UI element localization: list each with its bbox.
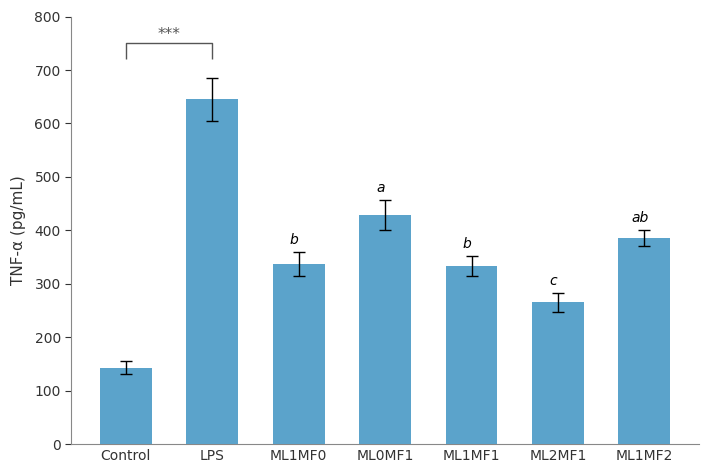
Bar xyxy=(273,264,324,444)
Text: b: b xyxy=(463,237,471,251)
Bar xyxy=(618,238,670,444)
Text: c: c xyxy=(550,274,557,288)
Bar xyxy=(100,368,152,444)
Text: a: a xyxy=(376,181,385,195)
Bar xyxy=(359,215,411,444)
Bar xyxy=(446,266,498,444)
Bar xyxy=(532,302,584,444)
Text: ab: ab xyxy=(631,211,649,225)
Bar xyxy=(186,100,238,444)
Text: ***: *** xyxy=(158,27,180,42)
Text: b: b xyxy=(290,233,299,247)
Y-axis label: TNF-α (pg/mL): TNF-α (pg/mL) xyxy=(11,175,26,285)
